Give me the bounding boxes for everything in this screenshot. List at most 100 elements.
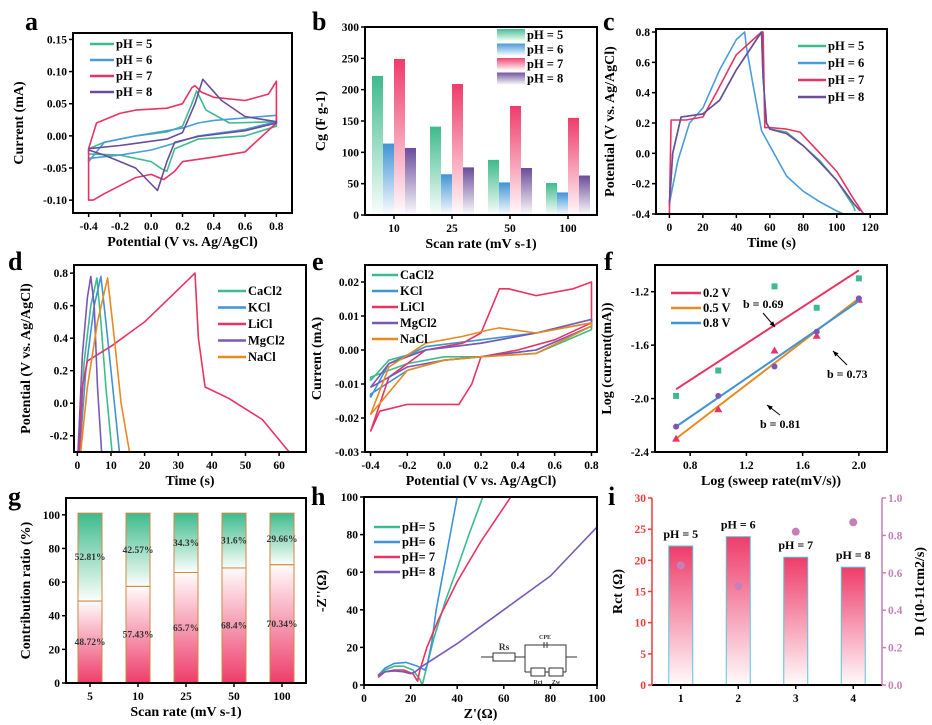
y-tick-label: 200 [342,85,360,97]
x-tick-label: 0.8 [584,460,599,472]
x-axis-label: Time (s) [165,474,214,489]
inset-label-cpe: CPE [539,635,551,641]
data-point-d [849,518,858,527]
bar [372,75,383,215]
y-tick-label: 15 [635,587,647,599]
legend-label: KCl [400,284,423,298]
x-tick-label: 2.0 [852,460,867,472]
legend-label: pH = 8 [527,72,563,86]
plot-frame [654,264,888,453]
x-tick-label: 60 [498,693,510,705]
y-tick-label: 0.4 [888,605,903,617]
y-tick-label: 300 [342,22,360,34]
legend-label: CaCl2 [248,284,282,298]
data-point [813,304,820,311]
y-tick-label: -0.4 [632,209,650,221]
data-point [715,392,722,399]
panel-f-b-value: -2.4 -2.0 -1.6 -1.2 0.8 1.2 1.6 2.0 Log (current… [600,264,888,489]
series-line-licl [369,281,593,432]
y-tick-label: 0.8 [54,268,69,280]
bar-rct [840,566,866,686]
panel-label-c: c [603,7,615,36]
data-point [715,367,722,374]
x-tick-label: 0.0 [437,460,452,472]
bar [499,182,510,215]
series-line-ph7 [87,80,278,201]
legend-label: pH = 8 [828,90,864,104]
x-tick-label: -0.4 [361,460,379,472]
x-tick-label: 3 [793,693,799,705]
legend-label: 0.5 V [703,301,731,315]
y-tick-label: 10 [635,618,647,630]
panel-label-h: h [311,482,326,511]
bar-label-lower: 68.4% [221,621,247,631]
x-tick-label: 30 [172,460,184,472]
panel-label-i: i [608,482,615,511]
bar-rct [725,536,751,686]
y-tick-label: 20 [49,644,61,656]
x-tick-label: 0.6 [238,221,253,233]
legend-label: MgCl2 [400,316,437,330]
y-tick-label: 100 [341,492,359,504]
data-point-d [734,581,743,590]
y-tick-label: -2.4 [631,447,649,459]
series-line-ph6 [668,31,844,215]
bar-label: pH = 6 [721,518,756,532]
legend-label: pH= 5 [402,520,435,534]
x-tick-label: 120 [862,222,880,234]
y-tick-label: 0.15 [47,34,67,46]
legend-label: pH = 7 [527,57,563,71]
y-tick-label: 20 [347,642,359,654]
legend-label: pH = 5 [116,37,152,51]
x-tick-label: -0.2 [398,460,416,472]
y-tick-label: 80 [347,530,359,542]
bar [488,159,499,215]
x-tick-label: 20 [697,222,709,234]
x-tick-label: 0.8 [269,221,284,233]
bar-lower [173,572,199,684]
y-axis-label: Rct (Ω) [611,569,626,614]
y-tick-label: 40 [49,611,61,623]
panel-i-rct-diffusion: pH = 5 1 pH = 6 2 pH = 7 3 pH = 8 4 0 5 10 15 20 25 30… [611,493,928,705]
bar [430,126,441,215]
data-point [770,346,779,354]
x-tick-label: 20 [405,693,417,705]
legend-label: pH = 8 [116,85,152,99]
y-axis-label: -Z''(Ω) [315,570,330,613]
wire [524,644,567,672]
data-point [673,392,680,399]
series-line-mgcl2 [77,275,103,453]
bar-label-upper: 29.66% [267,535,298,545]
legend-label: pH = 7 [828,73,864,87]
x-tick-label: 0 [667,222,673,234]
x-tick-label: 10 [132,691,144,703]
x-tick-label: 1.2 [739,460,754,472]
y-tick-label: 250 [342,53,360,65]
panel-b-capacitance-bars: 10 25 50 100 0 50 100 150 200 250 300 Cg (F g-1) Sca… [314,22,598,252]
y-tick-label: 50 [348,179,360,191]
b-value-annotation: b = 0.69 [743,297,784,311]
y-tick-label: -0.02 [335,413,359,425]
bar [405,147,416,215]
panel-d-gcd-electrolytes: -0.2 0.0 0.2 0.4 0.6 0.8 0 10 20 30 40 50 60 Potentia… [19,264,307,489]
bar-upper [173,512,199,574]
inset-label-zw: Zw [552,680,561,686]
x-tick-label: 60 [273,460,285,472]
panel-label-d: d [8,247,23,276]
resistor-rct [530,667,546,677]
y-axis-label: Potential (V vs. Ag/AgCl) [603,46,618,197]
legend-label: MgCl2 [248,334,285,348]
y-axis-label: Potential (V vs. Ag/AgCl) [19,283,34,434]
legend-swatch [497,58,525,70]
y-tick-label: 0.4 [636,88,651,100]
bar-label-lower: 70.34% [267,620,298,630]
warburg-zw [548,667,564,677]
x-tick-label: 0.2 [474,460,489,472]
x-tick-label: 25 [446,223,458,235]
x-tick-label: 100 [559,223,577,235]
y-tick-label: -2.0 [631,394,649,406]
x-tick-label: 0 [361,693,367,705]
x-tick-label: 0.4 [511,460,526,472]
x-axis-label: Potential (V vs. Ag/AgCl) [406,474,557,489]
